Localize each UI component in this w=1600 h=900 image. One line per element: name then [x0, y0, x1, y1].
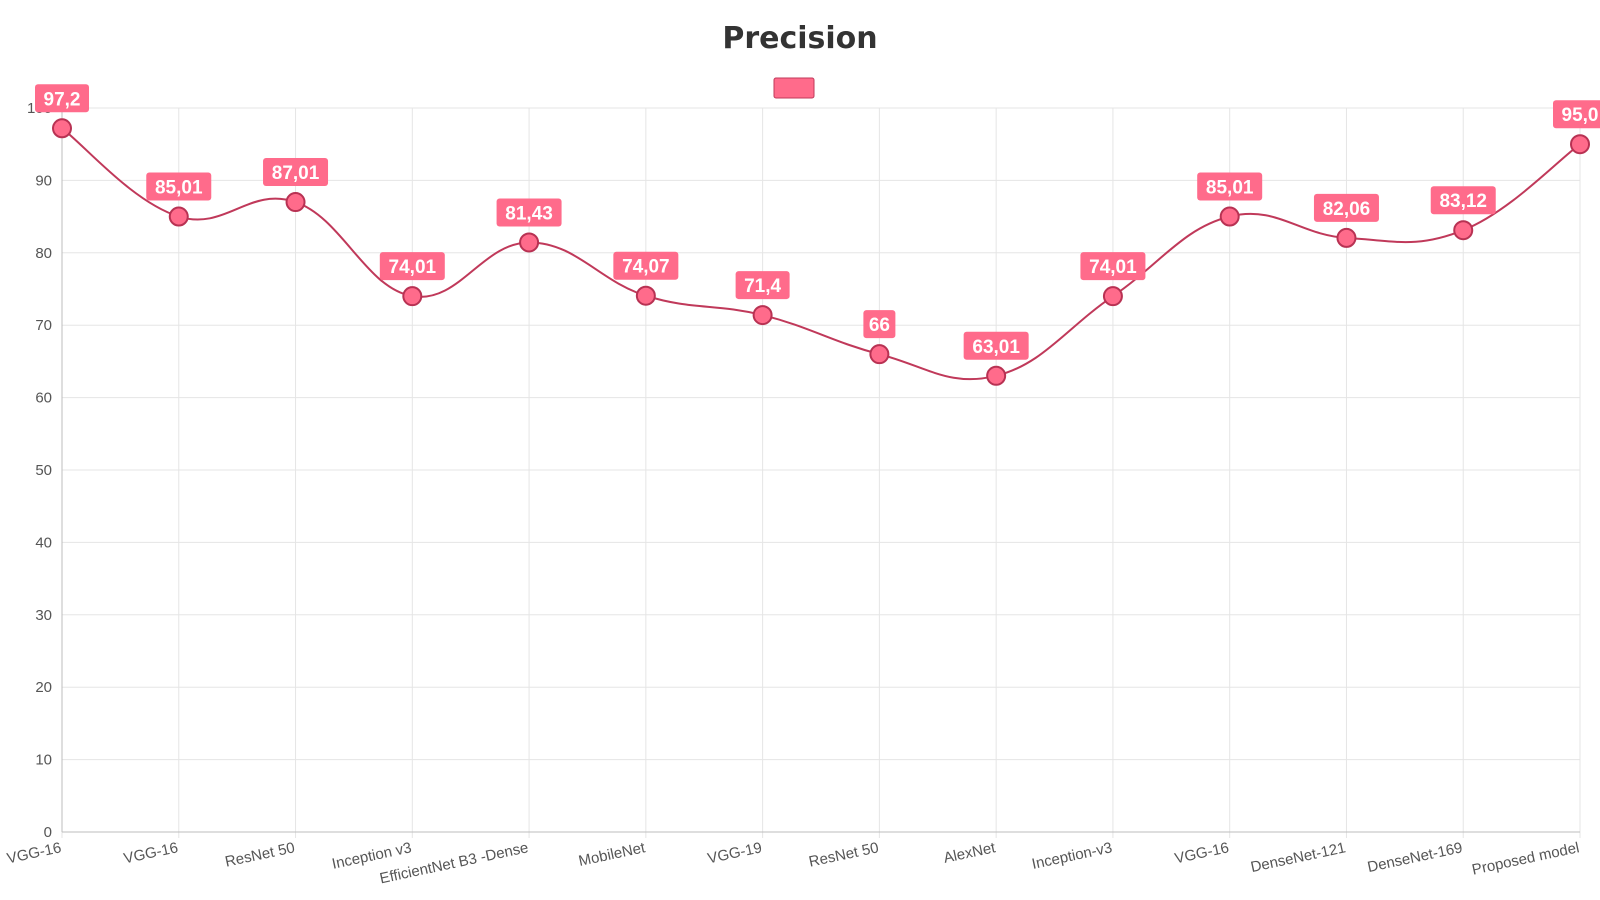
x-tick-label: AlexNet	[942, 839, 998, 867]
data-label-bg	[1430, 186, 1496, 215]
data-points	[52, 118, 1590, 386]
data-label-text: 63,01	[972, 337, 1020, 358]
data-point[interactable]	[635, 285, 656, 306]
data-label-bg	[146, 172, 212, 201]
y-tick-label: 60	[35, 390, 52, 407]
legend-swatch[interactable]	[773, 77, 815, 99]
data-label-text: 85,01	[155, 178, 203, 199]
data-label: 74,01	[379, 252, 445, 281]
data-point[interactable]	[52, 118, 72, 139]
data-label: 83,12	[1430, 186, 1496, 215]
data-label: 81,43	[496, 198, 562, 227]
data-label: 71,4	[735, 271, 790, 300]
data-labels: 97,2 85,01 87,01 74,01 81,43 74,07 71,4 66 63,01…	[35, 84, 1600, 360]
data-label-text: 66	[869, 315, 890, 336]
data-point[interactable]	[1336, 227, 1357, 248]
data-label-bg	[1313, 193, 1379, 222]
data-label-bg	[735, 271, 790, 300]
data-label-text: 81,43	[505, 203, 553, 224]
data-label-bg	[263, 158, 329, 187]
data-point[interactable]	[752, 305, 773, 326]
data-label-text: 82,06	[1323, 199, 1371, 220]
data-label-bg	[963, 331, 1029, 360]
data-label-text: 83,12	[1439, 191, 1487, 212]
data-label-text: 74,01	[1089, 257, 1137, 278]
data-label-bg	[496, 198, 562, 227]
data-label: 66	[863, 310, 896, 339]
x-tick-label: ResNet 50	[224, 839, 297, 870]
data-point[interactable]	[519, 232, 540, 253]
data-label: 63,01	[963, 331, 1029, 360]
data-label-bg	[1553, 100, 1600, 129]
data-point[interactable]	[1453, 220, 1474, 241]
data-label-text: 71,4	[744, 276, 781, 297]
chart-title: Precision	[722, 21, 877, 56]
x-tick-label: VGG-16	[122, 839, 179, 867]
data-label-bg	[1080, 252, 1146, 281]
data-point[interactable]	[1102, 286, 1123, 307]
data-label: 87,01	[263, 158, 329, 187]
data-label-bg	[1197, 172, 1263, 201]
data-label: 85,01	[146, 172, 212, 201]
data-label: 74,01	[1080, 252, 1146, 281]
data-point[interactable]	[986, 365, 1007, 386]
y-tick-label: 90	[35, 172, 52, 189]
x-tick-label: VGG-16	[1173, 839, 1230, 867]
data-label-text: 85,01	[1206, 178, 1254, 199]
x-tick-label: ResNet 50	[807, 839, 880, 870]
x-tick-label: VGG-19	[706, 839, 763, 867]
data-label-text: 97,2	[44, 89, 81, 110]
data-point[interactable]	[285, 192, 306, 213]
y-tick-label: 40	[35, 534, 52, 551]
y-tick-label: 20	[35, 679, 52, 696]
data-label: 74,07	[613, 251, 679, 280]
x-tick-label: Proposed model	[1470, 839, 1580, 878]
data-label-bg	[863, 310, 896, 339]
data-label-text: 74,01	[389, 257, 437, 278]
data-label-bg	[35, 84, 89, 113]
data-label-text: 87,01	[272, 163, 320, 184]
x-tick-label: DenseNet-121	[1249, 839, 1347, 876]
data-label-bg	[613, 251, 679, 280]
x-tick-label: MobileNet	[577, 839, 647, 870]
y-tick-label: 30	[35, 607, 52, 624]
y-tick-label: 80	[35, 245, 52, 262]
data-label: 85,01	[1197, 172, 1263, 201]
x-tick-label: VGG-16	[5, 839, 62, 867]
y-tick-label: 0	[44, 824, 52, 841]
data-label-text: 95,0	[1562, 105, 1599, 126]
y-tick-label: 70	[35, 317, 52, 334]
data-label: 97,2	[35, 84, 89, 113]
data-point[interactable]	[1570, 134, 1590, 155]
data-label: 95,0	[1553, 100, 1600, 129]
data-point[interactable]	[402, 286, 423, 307]
data-point[interactable]	[869, 344, 890, 365]
data-label: 82,06	[1313, 193, 1379, 222]
data-point[interactable]	[168, 206, 189, 227]
y-tick-label: 50	[35, 462, 52, 479]
data-label-bg	[379, 252, 445, 281]
data-point[interactable]	[1219, 206, 1240, 227]
x-tick-label: Inception-v3	[1030, 839, 1113, 873]
x-tick-label: DenseNet-169	[1366, 839, 1464, 876]
y-tick-label: 10	[35, 752, 52, 769]
data-label-text: 74,07	[622, 257, 670, 278]
